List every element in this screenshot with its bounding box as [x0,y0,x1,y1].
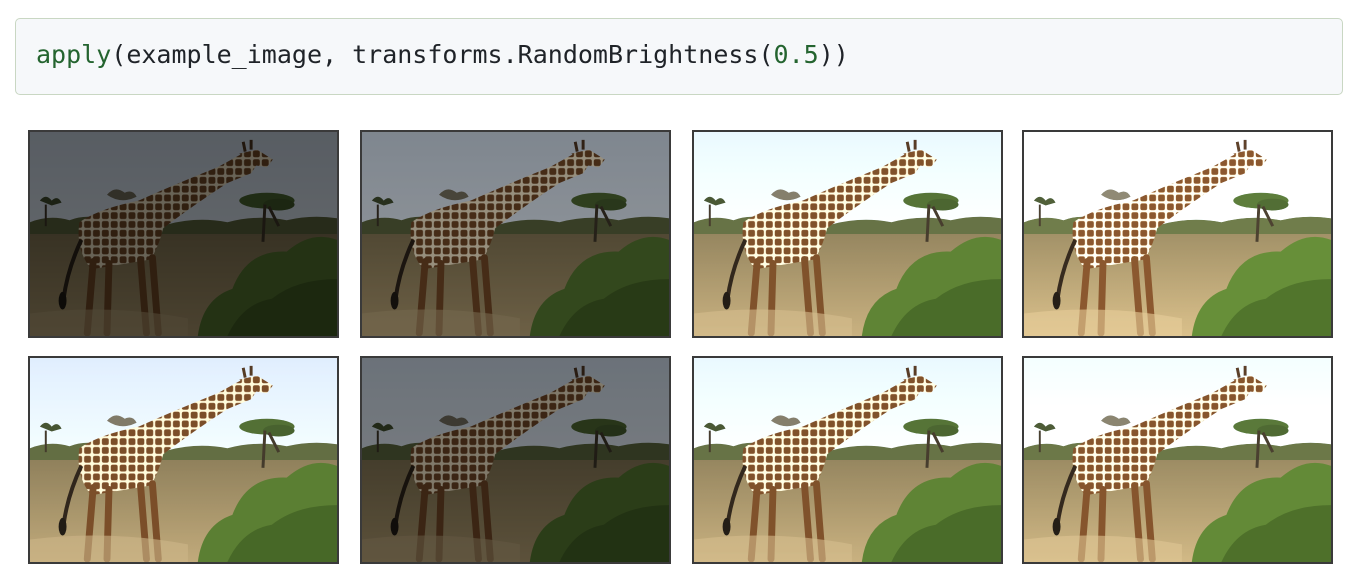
scene [694,358,1001,562]
code-line[interactable]: apply(example_image, transforms.RandomBr… [36,39,849,71]
output-image-1 [28,130,339,338]
output-image-6 [360,356,671,564]
scene [1024,132,1331,336]
scene [362,132,669,336]
giraffe-photo [694,358,1001,562]
close-parens: )) [818,40,849,69]
giraffe-photo [1024,132,1331,336]
open-paren: ( [111,40,127,69]
output-image-3 [692,130,1003,338]
output-image-7 [692,356,1003,564]
code-cell[interactable]: apply(example_image, transforms.RandomBr… [15,18,1343,95]
scene [1024,358,1331,562]
giraffe-photo [362,132,669,336]
giraffe-photo [694,132,1001,336]
output-image-8 [1022,356,1333,564]
giraffe-photo [362,358,669,562]
giraffe-photo [30,132,337,336]
scene [362,358,669,562]
output-image-4 [1022,130,1333,338]
number-literal: 0.5 [773,40,819,69]
scene [30,132,337,336]
output-image-5 [28,356,339,564]
scene [694,132,1001,336]
giraffe-photo [30,358,337,562]
function-name: apply [36,40,112,69]
scene [30,358,337,562]
giraffe-photo [1024,358,1331,562]
argument-text: example_image, transforms.RandomBrightne… [126,40,774,69]
output-image-2 [360,130,671,338]
